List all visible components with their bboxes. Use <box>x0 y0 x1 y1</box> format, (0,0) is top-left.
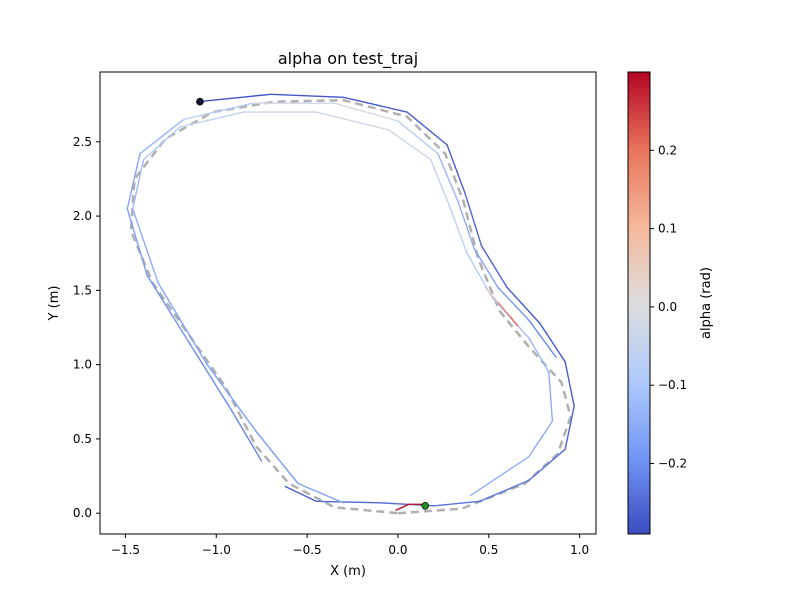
start-marker <box>196 97 204 106</box>
trajectory-segment <box>480 245 508 289</box>
trajectory-segment <box>509 316 519 327</box>
trajectory-segment <box>388 129 432 161</box>
trajectory-segment <box>430 158 450 205</box>
series-2 <box>126 102 557 462</box>
trajectory-segment <box>564 405 575 450</box>
trajectory-segment <box>446 144 466 195</box>
axes-frame <box>99 71 597 535</box>
trajectory-segment <box>206 363 257 433</box>
trajectory-segment <box>270 93 345 99</box>
trajectory-segment <box>484 286 499 303</box>
chart-title: alpha on test_traj <box>278 49 418 69</box>
x-tick-label: −1.5 <box>111 543 140 557</box>
trajectory-segment <box>139 118 185 155</box>
trajectory-segment <box>469 456 530 497</box>
trajectory-segment <box>255 430 299 485</box>
x-axis-label: X (m) <box>330 564 366 579</box>
trajectory-segment <box>397 120 439 155</box>
end-marker <box>421 501 430 510</box>
y-tick-label: 1.5 <box>73 283 92 297</box>
series-5 <box>395 503 423 511</box>
trajectory-segment <box>433 500 481 507</box>
trajectory-segment <box>315 500 381 504</box>
x-tick-label: −0.5 <box>293 543 322 557</box>
colorbar-tick-label: −0.1 <box>658 378 687 392</box>
colorbar-tick-label: −0.2 <box>658 457 687 471</box>
y-tick-label: 0.0 <box>73 506 92 520</box>
trajectory-segment <box>342 96 408 113</box>
trajectory-segment <box>284 485 317 502</box>
colorbar-tick-label: 0.2 <box>658 143 677 157</box>
trajectory-segment <box>126 207 148 277</box>
series-4 <box>484 286 519 327</box>
trajectory-segment <box>437 152 459 202</box>
trajectory-segment <box>297 482 345 504</box>
trajectory-segment <box>142 126 181 161</box>
trajectory-segment <box>333 102 399 122</box>
trajectory-segment <box>564 361 575 407</box>
trajectory-segment <box>315 111 390 131</box>
x-axis-ticks: −1.5 −1.0 −0.5 0.0 0.5 1.0 <box>111 534 589 557</box>
trajectory-segment <box>497 301 512 318</box>
trajectory-segment <box>182 102 254 121</box>
y-tick-label: 2.0 <box>73 209 92 223</box>
y-tick-label: 0.5 <box>73 432 92 446</box>
trajectory-segment <box>457 200 475 250</box>
trajectory-segment <box>539 322 566 363</box>
x-tick-label: −1.0 <box>202 543 231 557</box>
trajectory-segment <box>179 111 245 128</box>
colorbar-tick-label: 0.1 <box>658 222 677 236</box>
y-tick-label: 1.0 <box>73 358 92 372</box>
trajectory-segment <box>528 319 557 358</box>
trajectory-segment <box>479 479 530 502</box>
y-axis-ticks: 0.0 0.5 1.0 1.5 2.0 2.5 <box>73 135 100 520</box>
trajectory-segment <box>197 93 272 103</box>
trajectory-segment <box>528 448 566 482</box>
trajectory-segment <box>131 158 145 210</box>
y-axis-label: Y (m) <box>47 286 62 322</box>
trajectory-segment <box>464 193 483 247</box>
colorbar-tick-label: 0.0 <box>658 300 677 314</box>
trajectory-segment <box>188 341 232 410</box>
trajectory-segment <box>126 152 141 210</box>
colorbar-label: alpha (rad) <box>699 267 714 339</box>
trajectory-segment <box>230 408 263 462</box>
trajectory-segment <box>528 337 550 373</box>
trajectory-segment <box>157 282 208 366</box>
plot-area <box>126 93 575 515</box>
trajectory-segment <box>406 111 448 146</box>
x-tick-label: 1.0 <box>570 543 589 557</box>
series-0 <box>129 98 572 515</box>
x-tick-label: 0.5 <box>479 543 498 557</box>
series-3 <box>131 111 554 504</box>
y-tick-label: 2.5 <box>73 135 92 149</box>
trajectory-segment <box>131 207 159 284</box>
trajectory-segment <box>473 248 499 289</box>
trajectory-segment <box>448 203 468 254</box>
x-tick-label: 0.0 <box>388 543 407 557</box>
reference-path <box>129 98 572 515</box>
trajectory-segment <box>548 371 554 422</box>
series-1 <box>197 93 575 507</box>
trajectory-segment <box>146 274 190 344</box>
trajectory-segment <box>497 286 530 321</box>
colorbar-ticks: −0.2 −0.1 0.0 0.1 0.2 <box>650 143 687 471</box>
trajectory-segment <box>528 420 554 458</box>
colorbar <box>627 71 651 535</box>
trajectory-segment <box>395 503 410 511</box>
trajectory-segment <box>506 286 541 324</box>
